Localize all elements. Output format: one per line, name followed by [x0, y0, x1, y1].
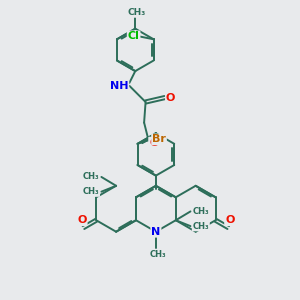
Text: Br: Br — [152, 134, 166, 144]
Text: CH₃: CH₃ — [193, 207, 209, 216]
Text: CH₃: CH₃ — [150, 250, 166, 259]
Text: N: N — [151, 227, 160, 237]
Text: CH₃: CH₃ — [193, 222, 209, 231]
Text: Cl: Cl — [128, 31, 140, 41]
Text: O: O — [77, 215, 87, 225]
Text: CH₃: CH₃ — [83, 187, 99, 196]
Text: O: O — [225, 215, 235, 225]
Text: O: O — [149, 138, 158, 148]
Text: CH₃: CH₃ — [83, 172, 99, 182]
Text: NH: NH — [110, 81, 128, 91]
Text: O: O — [166, 93, 175, 103]
Text: CH₃: CH₃ — [128, 8, 146, 17]
